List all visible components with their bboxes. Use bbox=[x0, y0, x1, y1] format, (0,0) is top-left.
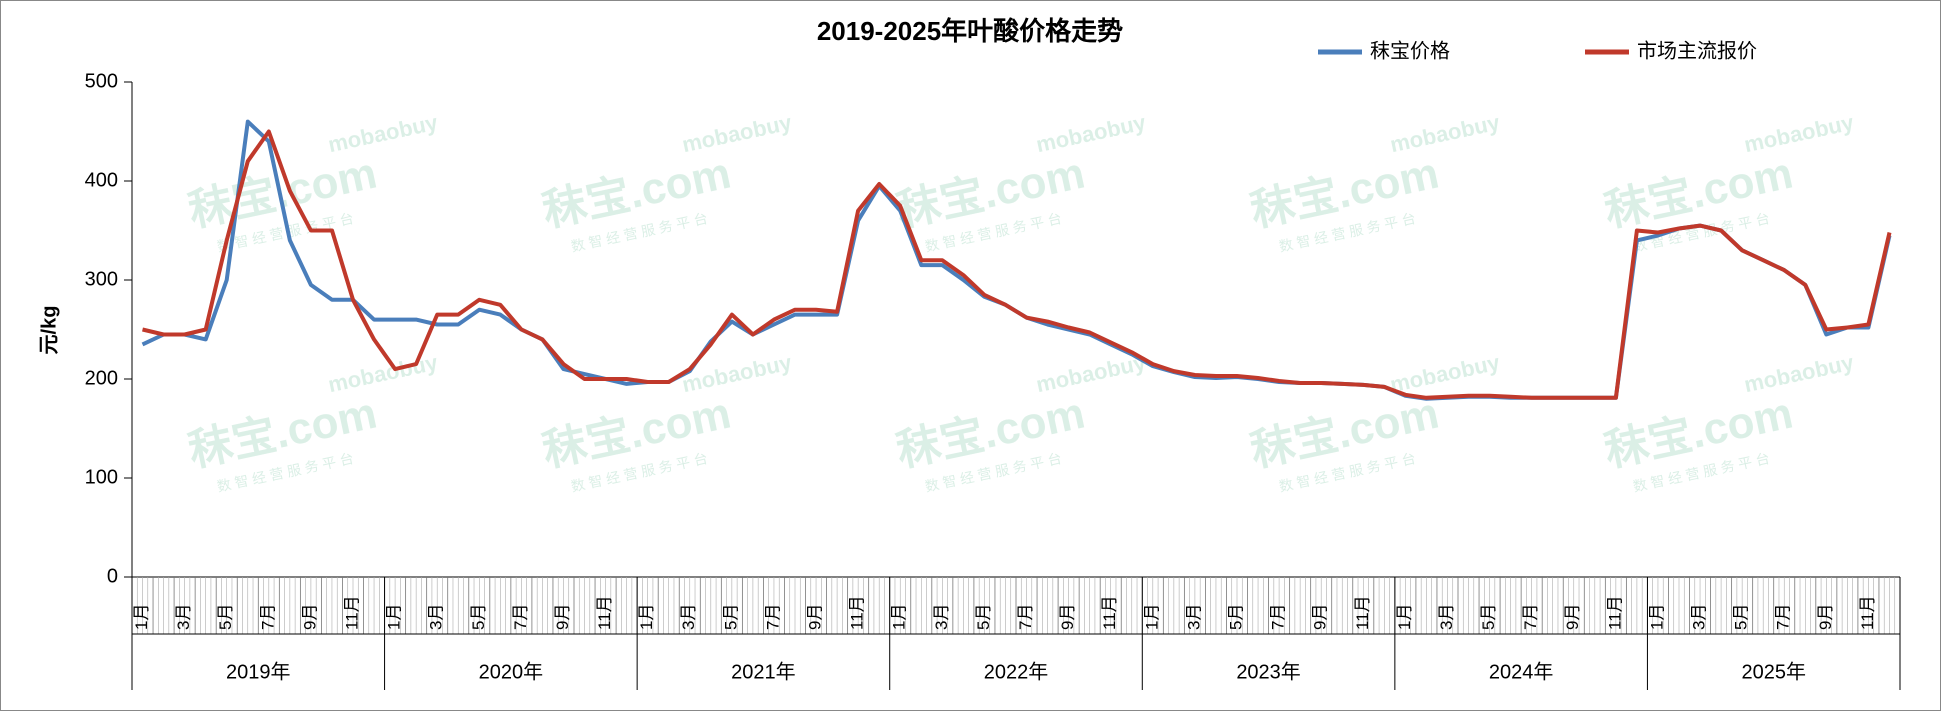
x-tick-label: 1月 bbox=[132, 604, 151, 630]
x-tick-label: 3月 bbox=[679, 604, 698, 630]
y-tick-label: 100 bbox=[85, 466, 118, 488]
y-tick-label: 0 bbox=[107, 565, 118, 587]
x-tick-label: 5月 bbox=[1479, 604, 1498, 630]
x-tick-label: 3月 bbox=[1437, 604, 1456, 630]
x-tick-label: 9月 bbox=[1058, 604, 1077, 630]
x-tick-label: 7月 bbox=[1521, 604, 1540, 630]
chart-title: 2019-2025年叶酸价格走势 bbox=[817, 16, 1123, 46]
x-group-label: 2020年 bbox=[479, 660, 544, 683]
x-tick-label: 5月 bbox=[216, 604, 235, 630]
x-tick-label: 1月 bbox=[637, 604, 656, 630]
x-group-label: 2019年 bbox=[226, 660, 291, 683]
x-tick-label: 1月 bbox=[385, 604, 404, 630]
x-tick-label: 3月 bbox=[1690, 604, 1709, 630]
legend-label: 市场主流报价 bbox=[1637, 39, 1757, 62]
x-tick-label: 11月 bbox=[342, 595, 361, 630]
x-tick-label: 11月 bbox=[1353, 595, 1372, 630]
x-tick-label: 1月 bbox=[1395, 604, 1414, 630]
x-tick-label: 7月 bbox=[1774, 604, 1793, 630]
x-tick-label: 5月 bbox=[1732, 604, 1751, 630]
x-group-label: 2022年 bbox=[984, 660, 1049, 683]
y-axis-label: 元/kg bbox=[38, 306, 60, 355]
x-tick-label: 9月 bbox=[1563, 604, 1582, 630]
x-group-label: 2025年 bbox=[1741, 660, 1806, 683]
x-tick-label: 1月 bbox=[1142, 604, 1161, 630]
x-tick-label: 7月 bbox=[1269, 604, 1288, 630]
x-tick-label: 5月 bbox=[974, 604, 993, 630]
x-tick-label: 9月 bbox=[1311, 604, 1330, 630]
series-line bbox=[142, 129, 1892, 400]
x-group-label: 2024年 bbox=[1489, 660, 1554, 683]
x-tick-label: 11月 bbox=[1858, 595, 1877, 630]
x-tick-label: 7月 bbox=[511, 604, 530, 630]
x-tick-label: 3月 bbox=[174, 604, 193, 630]
x-tick-label: 9月 bbox=[1816, 604, 1835, 630]
x-tick-label: 5月 bbox=[1226, 604, 1245, 630]
x-tick-label: 5月 bbox=[469, 604, 488, 630]
x-tick-label: 11月 bbox=[848, 595, 867, 630]
x-tick-label: 3月 bbox=[1184, 604, 1203, 630]
y-tick-label: 400 bbox=[85, 169, 118, 191]
x-tick-label: 11月 bbox=[595, 595, 614, 630]
x-tick-label: 9月 bbox=[553, 604, 572, 630]
x-tick-label: 11月 bbox=[1100, 595, 1119, 630]
x-tick-label: 7月 bbox=[763, 604, 782, 630]
x-tick-label: 1月 bbox=[890, 604, 909, 630]
legend-label: 秣宝价格 bbox=[1370, 39, 1450, 62]
x-tick-label: 1月 bbox=[1647, 604, 1666, 630]
y-tick-label: 300 bbox=[85, 268, 118, 290]
x-group-label: 2021年 bbox=[731, 660, 796, 683]
x-tick-label: 3月 bbox=[427, 604, 446, 630]
x-tick-label: 9月 bbox=[806, 604, 825, 630]
x-tick-label: 7月 bbox=[258, 604, 277, 630]
x-tick-label: 11月 bbox=[1605, 595, 1624, 630]
x-tick-label: 5月 bbox=[721, 604, 740, 630]
x-tick-label: 3月 bbox=[932, 604, 951, 630]
y-tick-label: 200 bbox=[85, 367, 118, 389]
x-group-label: 2023年 bbox=[1236, 660, 1301, 683]
x-tick-label: 9月 bbox=[300, 604, 319, 630]
y-tick-label: 500 bbox=[85, 70, 118, 92]
x-tick-label: 7月 bbox=[1016, 604, 1035, 630]
